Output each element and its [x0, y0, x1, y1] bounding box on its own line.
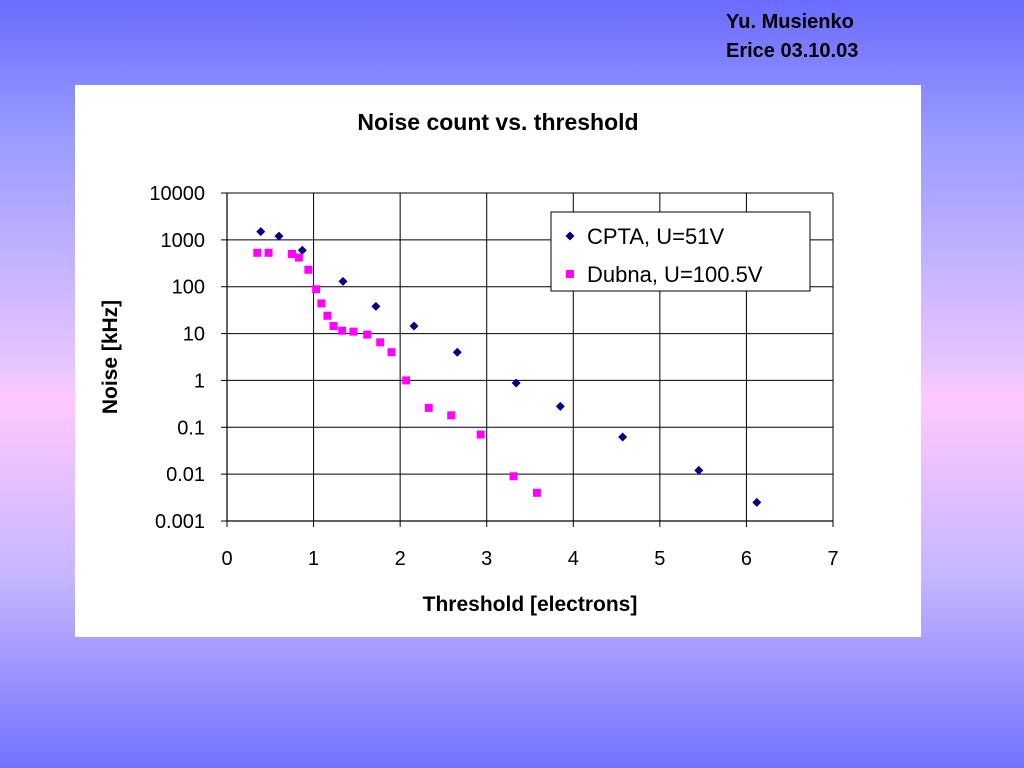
dubna-point: [424, 403, 433, 412]
cpta-point: [297, 245, 307, 255]
y-tick-label: 0.1: [177, 417, 205, 439]
dubna-point: [287, 249, 296, 258]
series-cpta: [256, 227, 762, 507]
cpta-point: [338, 276, 348, 286]
y-tick-label: 1: [194, 370, 205, 392]
chart-title: Noise count vs. threshold: [357, 109, 638, 135]
dubna-point: [329, 322, 338, 331]
cpta-point: [752, 497, 762, 507]
y-tick-label: 0.01: [166, 464, 205, 486]
cpta-point: [274, 231, 284, 241]
cpta-point: [256, 227, 266, 237]
series-dubna: [253, 248, 541, 497]
x-tick-label: 4: [568, 548, 579, 570]
dubna-point: [323, 311, 332, 320]
dubna-point: [312, 285, 321, 294]
y-axis-label: Noise [kHz]: [99, 300, 122, 414]
dubna-point: [387, 348, 396, 357]
author-text: Yu. Musienko: [726, 11, 854, 33]
cpta-point: [409, 321, 419, 331]
slide-header: Yu. Musienko Erice 03.10.03: [726, 8, 858, 66]
dubna-point: [476, 430, 485, 439]
cpta-point: [371, 301, 381, 311]
dubna-point: [509, 472, 518, 481]
dubna-point: [447, 411, 456, 420]
legend-marker-dubna: [566, 270, 574, 278]
x-tick-labels: 0 1 2 3 4 5 6 7: [221, 548, 838, 570]
chart-axes: [221, 192, 834, 527]
y-tick-labels: 10000 1000 100 10 1 0.1 0.01 0.001: [149, 183, 205, 533]
chart-legend: CPTA, U=51V Dubna, U=100.5V: [550, 211, 811, 292]
cpta-point: [618, 432, 628, 442]
x-tick-label: 7: [827, 548, 838, 570]
x-tick-label: 0: [221, 548, 232, 570]
dubna-point: [376, 338, 385, 347]
dubna-point: [349, 327, 358, 336]
dubna-point: [402, 376, 411, 385]
cpta-point: [511, 378, 521, 388]
dubna-point: [294, 253, 303, 262]
y-tick-label: 0.001: [155, 511, 205, 533]
legend-label-dubna: Dubna, U=100.5V: [587, 262, 763, 287]
x-tick-label: 5: [654, 548, 665, 570]
dubna-point: [532, 488, 541, 497]
x-tick-label: 6: [741, 548, 752, 570]
x-tick-label: 2: [395, 548, 406, 570]
data-points: [253, 227, 762, 507]
legend-marker-cpta: [565, 231, 575, 241]
cpta-point: [452, 347, 462, 357]
dubna-point: [317, 299, 326, 308]
y-tick-label: 10: [183, 324, 205, 346]
dubna-point: [253, 248, 262, 257]
y-tick-label: 1000: [161, 230, 206, 252]
dubna-point: [304, 265, 313, 274]
x-tick-label: 3: [481, 548, 492, 570]
venue-date-text: Erice 03.10.03: [726, 40, 859, 62]
legend-label-cpta: CPTA, U=51V: [587, 224, 724, 249]
x-tick-label: 1: [308, 548, 319, 570]
dubna-point: [338, 326, 347, 335]
dubna-point: [264, 248, 273, 257]
cpta-point: [555, 401, 565, 411]
y-tick-label: 100: [172, 277, 205, 299]
x-axis-label: Threshold [electrons]: [423, 593, 638, 616]
y-tick-label: 10000: [149, 183, 205, 205]
chart-grid: [227, 192, 834, 522]
chart-panel: [75, 85, 921, 637]
cpta-point: [694, 465, 704, 475]
dubna-point: [363, 330, 372, 339]
